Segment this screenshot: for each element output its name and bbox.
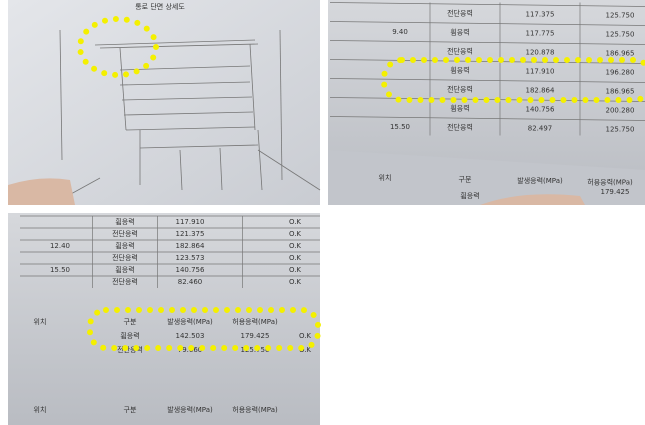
cell: 120.878 <box>526 49 555 57</box>
header-cell: 발생응력(MPa) <box>167 317 213 326</box>
table-header: 위치 구분 발생응력(MPa) 허용응력(MPa) 휨응력 179.425 <box>379 173 633 200</box>
hand <box>480 194 585 205</box>
cell: 휨응력 <box>450 28 469 37</box>
cell: 125.750 <box>606 12 635 20</box>
cell: 전단응력 <box>112 277 138 286</box>
table-photo: 전단응력 117.375 125.750 9.40 휨응력 117.775 125.750 전… <box>328 0 645 205</box>
cell: 전단응력 <box>447 85 473 94</box>
cell: O.K <box>289 242 301 250</box>
table-photo: 휨응력 117.910 O.K 전단응력 121.375 O.K 12.40 휨응력 182.8… <box>8 213 321 425</box>
row-line <box>329 2 645 7</box>
cell: 200.280 <box>606 107 635 115</box>
header-cell: 발생응력(MPa) <box>517 176 563 185</box>
cell: 121.375 <box>176 230 205 238</box>
cell: 휨응력 <box>115 265 134 274</box>
cell: O.K <box>289 278 301 286</box>
row-line <box>329 116 645 121</box>
cell: 182.864 <box>176 242 205 250</box>
cell: 휨응력 <box>450 104 469 113</box>
drawing-lines <box>59 29 321 201</box>
cell: 117.910 <box>526 68 555 76</box>
header-cell: 발생응력(MPa) <box>167 405 213 414</box>
highlight <box>77 16 159 78</box>
cell: 9.40 <box>392 28 408 36</box>
cell: 휨응력 <box>115 217 134 226</box>
row-line <box>329 40 645 45</box>
cell: 휨응력 <box>115 241 134 250</box>
page-edge <box>328 150 645 205</box>
cell: 125.750 <box>606 126 635 134</box>
cell: 125.750 <box>606 31 635 39</box>
cell: 휨응력 <box>120 331 139 340</box>
row-line <box>329 78 645 83</box>
header-cell: 구분 <box>459 176 472 184</box>
cell: 82.460 <box>178 278 203 286</box>
cell: 182.864 <box>526 87 555 95</box>
header-cell: 구분 <box>124 318 137 326</box>
cell: 82.497 <box>528 125 553 133</box>
cell: 휨응력 <box>450 66 469 75</box>
paper <box>8 0 320 205</box>
header-cell: 허용응력(MPa) <box>232 317 278 326</box>
cell: 186.965 <box>606 50 635 58</box>
highlight <box>381 57 645 103</box>
cell: 196.280 <box>606 69 635 77</box>
cell: 15.50 <box>390 123 410 131</box>
header-cell: 위치 <box>34 405 47 414</box>
cell: O.K <box>289 266 301 274</box>
drawing-title: 통로 단면 상세도 <box>135 2 185 11</box>
header-cell: 구분 <box>124 406 137 414</box>
header-cell: 허용응력(MPa) <box>587 178 633 187</box>
cell: 117.375 <box>526 11 555 19</box>
cell: 140.756 <box>176 266 205 274</box>
cell: 140.756 <box>526 106 555 114</box>
cell: 휨응력 <box>460 191 479 200</box>
table: 휨응력 117.910 O.K 전단응력 121.375 O.K 12.40 휨응력 182.8… <box>20 215 320 288</box>
cell: 186.965 <box>606 88 635 96</box>
header-cell: 위치 <box>379 173 392 182</box>
table-header: 위치 구분 발생응력(MPa) 허용응력(MPa) <box>34 405 278 414</box>
cell: 142.503 <box>176 332 205 340</box>
cell: 전단응력 <box>447 47 473 56</box>
cell: 123.573 <box>176 254 205 262</box>
highlight <box>87 307 321 351</box>
cell: 15.50 <box>50 266 70 274</box>
cell: 117.775 <box>526 30 555 38</box>
cell: O.K <box>289 254 301 262</box>
drawing-photo: 통로 단면 상세도 <box>8 0 321 205</box>
cell: 전단응력 <box>447 9 473 18</box>
row-line <box>329 21 645 26</box>
header-cell: 허용응력(MPa) <box>232 405 278 414</box>
hand <box>8 178 75 205</box>
cell: 179.425 <box>241 332 270 340</box>
cell: 전단응력 <box>112 253 138 262</box>
cell: 전단응력 <box>117 345 143 354</box>
cell: 12.40 <box>50 242 70 250</box>
cell: 전단응력 <box>447 123 473 132</box>
cell: O.K <box>299 346 311 354</box>
cell: 117.910 <box>176 218 205 226</box>
header-cell: 위치 <box>34 317 47 326</box>
cell: 179.425 <box>601 188 630 196</box>
paper <box>8 213 320 425</box>
cell: O.K <box>289 230 301 238</box>
cell: O.K <box>299 332 311 340</box>
cell: 전단응력 <box>112 229 138 238</box>
cell: O.K <box>289 218 301 226</box>
